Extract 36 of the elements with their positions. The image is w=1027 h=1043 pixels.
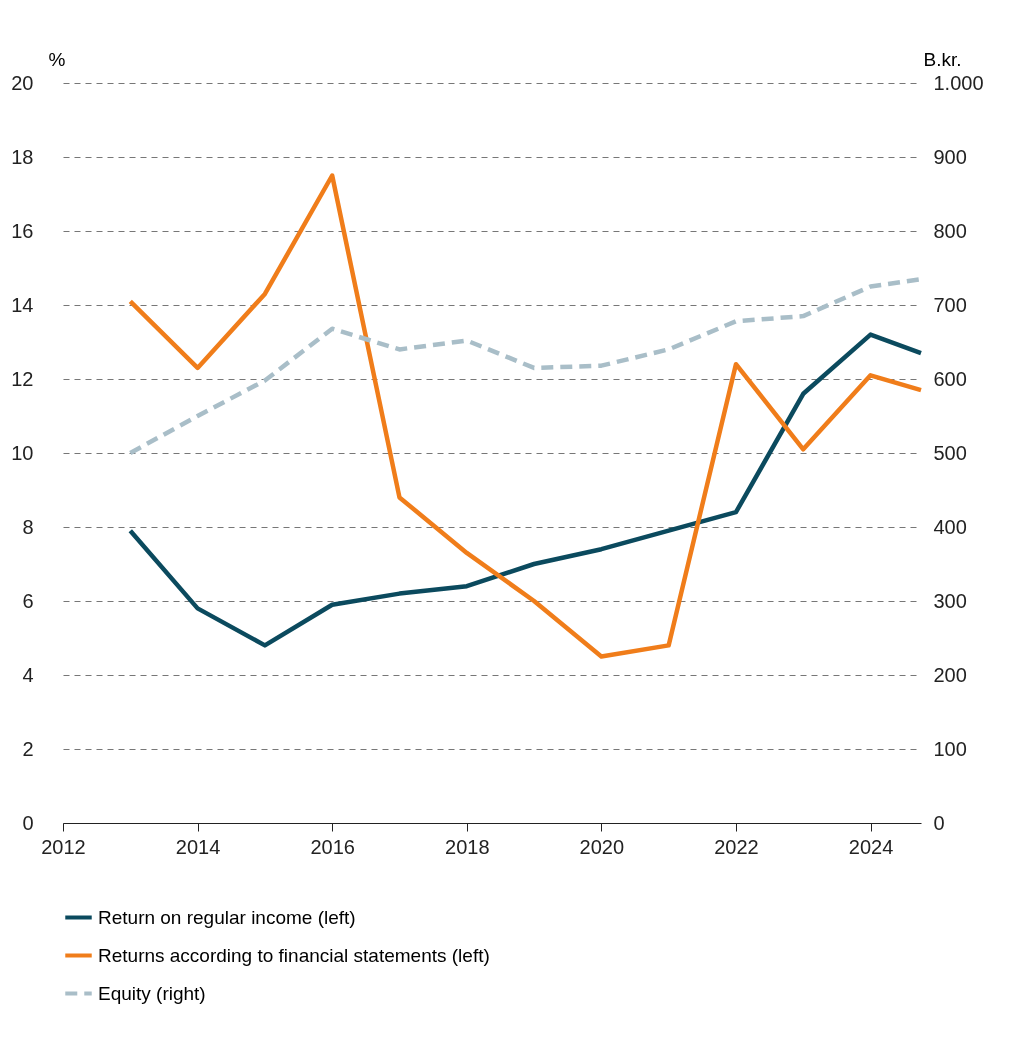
legend-label: Return on regular income (left) (98, 906, 356, 928)
y2-tick-label: 1.000 (933, 71, 984, 94)
y2-tick-label: 900 (933, 145, 967, 168)
y-tick-label: 18 (11, 145, 34, 168)
y-tick-label: 12 (11, 367, 34, 390)
y-tick-label: 14 (11, 293, 34, 316)
y-axis-title: % (48, 48, 66, 70)
y2-tick-label: 100 (933, 737, 967, 760)
line-series (128, 332, 924, 648)
y-tick-label: 8 (22, 515, 34, 538)
y2-tick-label: 200 (933, 663, 967, 686)
x-tick-label: 2014 (175, 835, 221, 858)
legend-label: Equity (right) (98, 982, 206, 1004)
y-tick-label: 0 (22, 811, 34, 834)
y2-tick-label: 500 (933, 441, 967, 464)
x-tick-label: 2022 (714, 835, 759, 858)
y2-tick-label: 400 (933, 515, 967, 538)
x-tick-label: 2016 (310, 835, 355, 858)
y2-axis-title: B.kr. (923, 48, 962, 70)
y-tick-label: 6 (22, 589, 34, 612)
x-tick-label: 2012 (41, 835, 86, 858)
y2-tick-label: 300 (933, 589, 967, 612)
y-tick-label: 4 (22, 663, 34, 686)
x-tick-label: 2018 (445, 835, 490, 858)
y-tick-label: 16 (11, 219, 34, 242)
x-tick-label: 2024 (848, 835, 894, 858)
y2-tick-label: 700 (933, 293, 967, 316)
legend-label: Returns according to financial statements (left) (98, 944, 490, 966)
y-tick-label: 20 (11, 71, 34, 94)
y2-tick-label: 0 (933, 811, 945, 834)
y-tick-label: 2 (22, 737, 34, 760)
y2-tick-label: 600 (933, 367, 967, 390)
y2-tick-label: 800 (933, 219, 967, 242)
x-tick-label: 2020 (579, 835, 625, 858)
line-series (128, 173, 924, 659)
y-tick-label: 10 (11, 441, 34, 464)
